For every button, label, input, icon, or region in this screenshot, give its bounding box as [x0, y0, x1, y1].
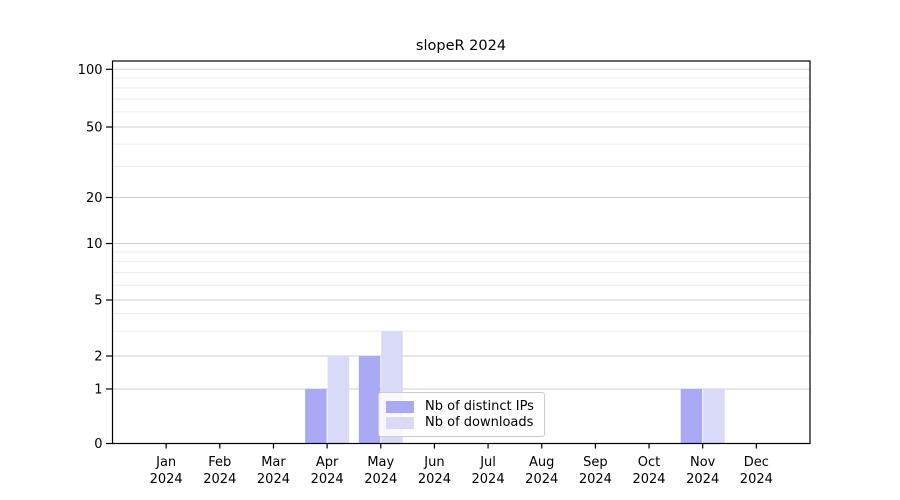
x-tick-label-year: 2024: [525, 472, 558, 487]
y-tick-label: 5: [94, 294, 102, 309]
x-tick-label-month: May: [367, 455, 394, 470]
x-tick-label-year: 2024: [579, 472, 612, 487]
axes: [106, 60, 811, 449]
x-tick-label-year: 2024: [311, 472, 344, 487]
x-tick-label-year: 2024: [632, 472, 665, 487]
x-tick-label-month: Nov: [690, 455, 716, 470]
x-tick-label-year: 2024: [740, 472, 773, 487]
x-tick-label-year: 2024: [686, 472, 719, 487]
x-tick-label-year: 2024: [418, 472, 451, 487]
axis-tick-labels: 0 1 2 5 10 20 50 100 Jan 2024 Feb 2024 Mar 2024 Apr 202…: [78, 63, 773, 487]
y-tick-label: 10: [86, 237, 103, 252]
x-tick-label-month: Dec: [744, 455, 769, 470]
bars: [305, 331, 725, 444]
legend: Nb of distinct IPs Nb of downloads: [378, 392, 545, 437]
y-tick-label: 50: [86, 121, 103, 136]
x-tick-label-year: 2024: [257, 472, 290, 487]
x-tick-label-month: Jan: [155, 455, 176, 470]
y-tick-label: 2: [94, 350, 102, 365]
legend-swatch-downloads: [386, 416, 414, 429]
plot-border: [111, 60, 811, 445]
legend-item-distinct-ips: Nb of distinct IPs: [386, 399, 536, 414]
x-tick-label-year: 2024: [203, 472, 236, 487]
legend-label-distinct-ips: Nb of distinct IPs: [425, 399, 534, 414]
x-tick-label-month: Jul: [479, 455, 496, 470]
x-tick-label-year: 2024: [150, 472, 183, 487]
bar-apr-distinct-ips: [305, 389, 327, 444]
x-tick-label-year: 2024: [364, 472, 397, 487]
bar-nov-downloads: [703, 389, 725, 444]
x-tick-label-month: Oct: [638, 455, 660, 470]
legend-item-downloads: Nb of downloads: [386, 415, 536, 430]
legend-label-downloads: Nb of downloads: [425, 415, 534, 430]
legend-swatch-distinct-ips: [386, 400, 414, 413]
x-tick-label-month: Feb: [208, 455, 231, 470]
bar-apr-downloads: [327, 356, 350, 444]
x-tick-label-month: Jun: [423, 455, 444, 470]
bar-may-distinct-ips: [358, 356, 381, 444]
x-tick-label-month: Mar: [261, 455, 286, 470]
y-tick-label: 1: [94, 383, 102, 398]
y-tick-label: 20: [86, 191, 103, 206]
y-tick-label: 100: [78, 63, 103, 78]
y-tick-label: 0: [94, 437, 102, 452]
x-tick-label-month: Sep: [583, 455, 608, 470]
x-tick-label-month: Apr: [316, 455, 339, 470]
x-tick-label-month: Aug: [529, 455, 554, 470]
chart-title: slopeR 2024: [416, 38, 506, 54]
bar-nov-distinct-ips: [680, 389, 703, 444]
gridlines: [112, 68, 810, 390]
x-tick-label-year: 2024: [472, 472, 505, 487]
